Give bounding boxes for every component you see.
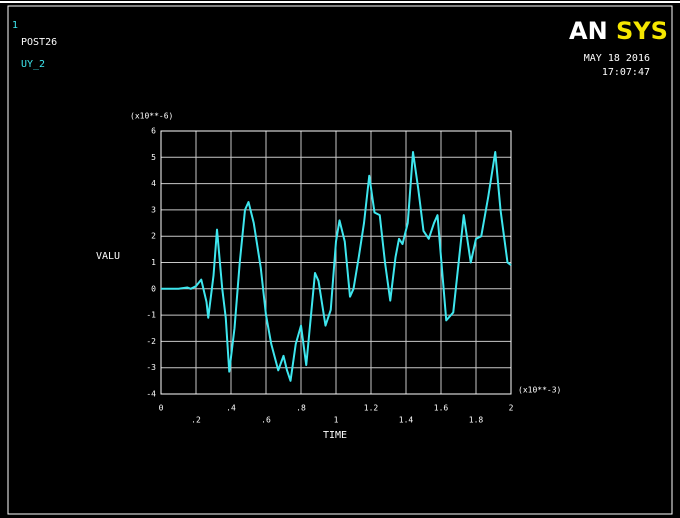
x-tick-label: .6 <box>261 416 271 425</box>
y-tick-label: -1 <box>146 311 156 320</box>
y-tick-label: -2 <box>146 337 156 346</box>
x-tick-label: 1.6 <box>434 404 449 413</box>
window-number: 1 <box>12 20 18 31</box>
y-tick-label: 2 <box>151 232 156 241</box>
plot-border <box>160 130 512 395</box>
x-tick-label: .4 <box>226 404 236 413</box>
y-axis-label: VALU <box>96 251 120 262</box>
x-tick-label: 0 <box>159 404 164 413</box>
logo-part: SYS <box>616 17 668 45</box>
program-label: POST26 <box>21 37 57 48</box>
frame <box>7 5 673 515</box>
y-tick-label: 0 <box>151 284 156 293</box>
x-tick-label: 1.8 <box>469 416 484 425</box>
logo-part: AN <box>569 17 608 45</box>
time: 17:07:47 <box>602 67 650 78</box>
y-tick-label: -4 <box>146 390 156 399</box>
x-multiplier: (x10**-3) <box>518 386 561 395</box>
y-tick-label: 4 <box>151 179 156 188</box>
x-tick-label: 1.2 <box>364 404 379 413</box>
y-tick-label: -3 <box>146 363 156 372</box>
y-tick-label: 6 <box>151 127 156 136</box>
x-tick-label: 1.4 <box>399 416 414 425</box>
x-tick-label: 1 <box>334 416 339 425</box>
x-axis-label: TIME <box>323 430 347 441</box>
y-multiplier: (x10**-6) <box>130 112 173 121</box>
x-tick-label: .8 <box>296 404 306 413</box>
y-tick-label: 3 <box>151 205 156 214</box>
x-tick-label: .2 <box>191 416 201 425</box>
date: MAY 18 2016 <box>584 53 650 64</box>
variable-label: UY_2 <box>21 59 45 70</box>
y-tick-label: 1 <box>151 258 156 267</box>
data-line <box>161 151 512 382</box>
y-tick-label: 5 <box>151 153 156 162</box>
x-tick-label: 2 <box>509 404 514 413</box>
